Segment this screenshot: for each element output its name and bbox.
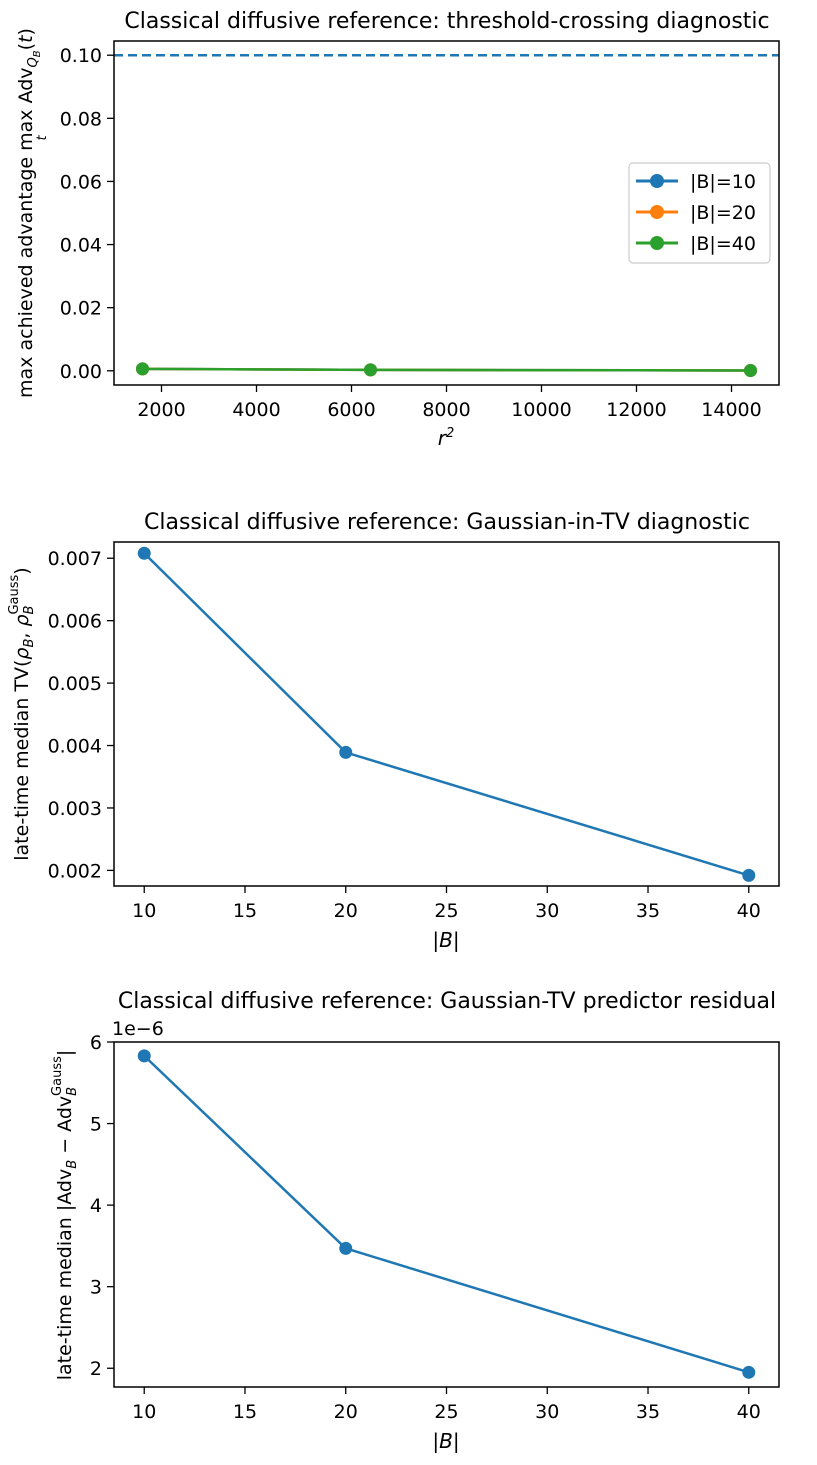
x-tick-label: 35 [636,1401,660,1423]
x-tick-label: 15 [233,900,257,922]
y-tick-label: 0.006 [48,611,102,633]
x-tick-label: 2000 [137,399,185,421]
chart-panel-3: Classical diffusive reference: Gaussian-… [50,989,780,1453]
x-tick-label: 20 [334,1401,358,1423]
legend-entry-series-1: |B|=10 [636,171,756,193]
data-point [742,1365,756,1379]
x-tick-label: 6000 [327,399,375,421]
y-tick-label: 0.004 [48,736,102,758]
x-tick-label: 10000 [511,399,571,421]
data-point [742,868,756,882]
chart-1-legend: |B|=10 |B|=20 |B|=40 [628,162,771,264]
y-tick-label: 0.002 [48,860,102,882]
series-1 [137,546,756,882]
x-tick-label: 30 [535,900,559,922]
chart-1-x-axis-label: r2 [438,426,455,450]
y-tick-label: 6 [90,1032,102,1054]
x-tick-label: 40 [737,900,761,922]
legend-swatch-marker [650,236,664,250]
y-tick-label: 2 [90,1358,102,1380]
chart-panel-1: Classical diffusive reference: threshold… [15,9,780,450]
x-tick-label: 4000 [232,399,280,421]
data-point [339,1241,353,1255]
y-tick-label: 0.00 [60,361,102,383]
series-line [142,367,751,372]
chart-3-offset-label: 1e−6 [112,1018,164,1040]
x-tick-label: 25 [434,900,458,922]
y-tick-label: 0.02 [60,298,102,320]
series-line [143,1054,750,1374]
y-tick-label: 0.06 [60,171,102,193]
legend-label-series-3: |B|=40 [690,233,756,255]
legend-swatch-marker [650,205,664,219]
chart-1-x-ticks: 2000 4000 6000 8000 10000 12000 14000 [137,385,762,421]
chart-3-plot-area [137,1049,756,1379]
data-point [744,363,757,377]
chart-3-y-axis-label: late-time median |AdvB − AdvBGauss| [50,1050,80,1381]
data-point [339,745,353,759]
chart-3-x-ticks: 10 15 20 25 30 35 40 [132,1387,761,1423]
x-tick-label: 8000 [422,399,470,421]
chart-1-legend-box [628,162,771,264]
y-tick-label: 0.003 [48,798,102,820]
data-point [364,363,377,377]
chart-2-x-axis-label: |B| [432,928,459,952]
chart-2-plot-area [137,546,756,882]
chart-2-y-ticks: 0.002 0.003 0.004 0.005 0.006 0.007 [48,548,114,882]
chart-3-title: Classical diffusive reference: Gaussian-… [118,989,776,1014]
y-tick-label: 3 [90,1277,102,1299]
legend-label-series-1: |B|=10 [690,171,756,193]
series-line [143,552,750,877]
chart-2-y-axis-label: late-time median TV(ρB, ρBGauss) [7,567,37,860]
y-tick-label: 4 [90,1195,102,1217]
data-point [137,1049,151,1063]
chart-1-y-axis-label-sub-t: t [35,135,50,141]
y-tick-label: 5 [90,1114,102,1136]
chart-2-x-ticks: 10 15 20 25 30 35 40 [132,886,761,922]
chart-3-y-ticks: 2 3 4 5 6 [90,1032,114,1380]
chart-1-plot-area [114,53,779,377]
chart-3-x-axis-label: |B| [432,1429,459,1453]
series-1 [137,1049,756,1379]
x-tick-label: 14000 [701,399,761,421]
y-tick-label: 0.007 [48,548,102,570]
chart-1-y-axis-label: max achieved advantage max AdvQB(t) [15,28,43,398]
chart-1-y-ticks: 0.00 0.02 0.04 0.06 0.08 0.10 [60,45,114,383]
series-3 [136,362,757,377]
chart-2-axes-frame [113,541,780,887]
x-tick-label: 15 [233,1401,257,1423]
x-tick-label: 10 [132,1401,156,1423]
legend-entry-series-2: |B|=20 [636,202,756,224]
chart-3-axes-frame [113,1041,780,1388]
legend-entry-series-3: |B|=40 [636,233,756,255]
x-tick-label: 25 [434,1401,458,1423]
x-tick-label: 40 [737,1401,761,1423]
legend-swatch-marker [650,174,664,188]
x-tick-label: 35 [636,900,660,922]
chart-panel-2: Classical diffusive reference: Gaussian-… [7,510,780,952]
data-point [137,546,151,560]
y-tick-label: 0.04 [60,235,102,257]
x-tick-label: 20 [334,900,358,922]
y-tick-label: 0.10 [60,45,102,67]
chart-2-title: Classical diffusive reference: Gaussian-… [144,510,750,535]
x-tick-label: 10 [132,900,156,922]
x-tick-label: 30 [535,1401,559,1423]
chart-1-title: Classical diffusive reference: threshold… [124,9,769,34]
legend-label-series-2: |B|=20 [690,202,756,224]
y-tick-label: 0.08 [60,108,102,130]
data-point [136,362,149,376]
y-tick-label: 0.005 [48,673,102,695]
x-tick-label: 12000 [606,399,666,421]
